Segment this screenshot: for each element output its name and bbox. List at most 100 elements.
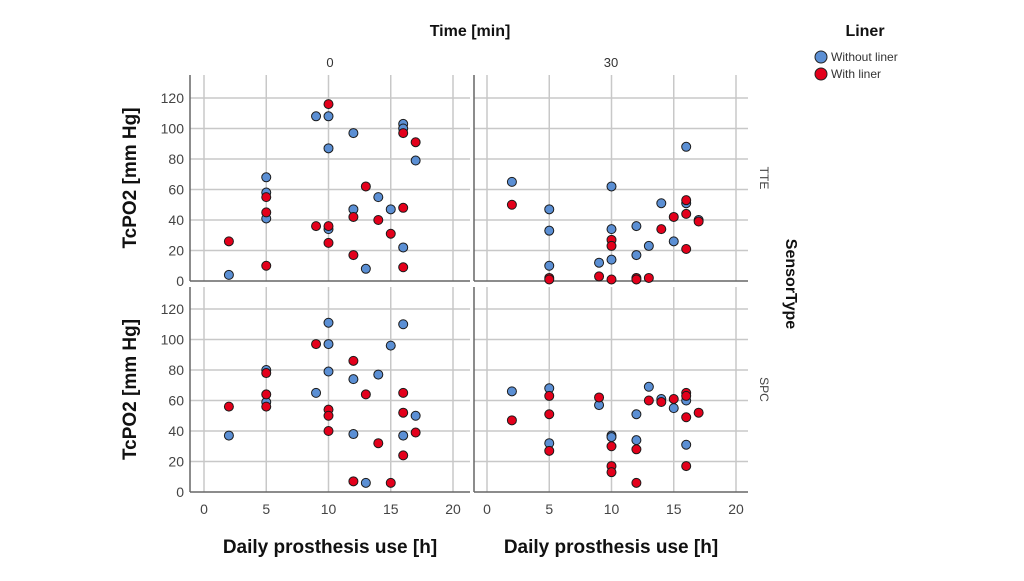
y-tick-label: 60 bbox=[168, 393, 184, 409]
data-point-without-liner bbox=[506, 386, 517, 397]
data-point-without-liner bbox=[261, 172, 272, 183]
x-axis-label: Daily prosthesis use [h] bbox=[223, 537, 437, 558]
data-point-with-liner bbox=[668, 393, 679, 404]
data-point-with-liner bbox=[348, 476, 359, 487]
legend-label: Without liner bbox=[831, 50, 898, 64]
data-point-without-liner bbox=[385, 204, 396, 215]
data-point-with-liner bbox=[261, 192, 272, 203]
x-tick-label: 20 bbox=[445, 501, 461, 517]
data-point-without-liner bbox=[373, 369, 384, 380]
y-axis-label: TcPO2 [mm Hg] bbox=[120, 107, 141, 248]
data-point-with-liner bbox=[656, 397, 667, 408]
data-point-with-liner bbox=[398, 387, 409, 398]
data-point-with-liner bbox=[311, 339, 322, 350]
data-point-without-liner bbox=[348, 128, 359, 139]
y-tick-label: 100 bbox=[161, 121, 185, 137]
x-tick-label: 15 bbox=[666, 501, 682, 517]
x-axis-label: Daily prosthesis use [h] bbox=[504, 537, 718, 558]
data-point-with-liner bbox=[594, 271, 605, 282]
data-point-without-liner bbox=[348, 374, 359, 385]
data-point-without-liner bbox=[323, 339, 334, 350]
y-tick-label: 0 bbox=[176, 484, 184, 500]
data-point-without-liner bbox=[323, 317, 334, 328]
legend: Without liner With liner bbox=[814, 50, 898, 81]
data-point-without-liner bbox=[606, 181, 617, 192]
data-point-without-liner bbox=[606, 224, 617, 235]
data-point-with-liner bbox=[348, 250, 359, 261]
data-point-with-liner bbox=[398, 202, 409, 213]
data-point-with-liner bbox=[223, 236, 234, 247]
data-point-without-liner bbox=[410, 155, 421, 166]
data-point-without-liner bbox=[398, 430, 409, 441]
legend-title: Liner bbox=[845, 23, 884, 40]
data-point-with-liner bbox=[656, 224, 667, 235]
data-point-with-liner bbox=[373, 215, 384, 225]
column-strip-label: 30 bbox=[604, 55, 618, 70]
data-point-without-liner bbox=[631, 250, 642, 261]
data-point-without-liner bbox=[606, 432, 617, 443]
data-point-with-liner bbox=[594, 392, 605, 403]
data-point-with-liner bbox=[681, 243, 692, 254]
panel-tte-0: 0 20 40 60 80 100 120 bbox=[161, 75, 470, 289]
data-point-with-liner bbox=[506, 415, 517, 426]
y-tick-label: 0 bbox=[176, 273, 184, 289]
y-tick-label: 60 bbox=[168, 182, 184, 198]
data-point-with-liner bbox=[606, 274, 617, 285]
data-point-with-liner bbox=[398, 450, 409, 461]
data-point-without-liner bbox=[668, 403, 679, 414]
panel-spc-30: 0 5 10 15 20 Daily prosthesis use [h] bbox=[473, 287, 748, 558]
y-tick-label: 20 bbox=[168, 454, 184, 470]
data-point-without-liner bbox=[506, 176, 517, 187]
row-strip-label: SPC bbox=[757, 377, 771, 402]
data-point-with-liner bbox=[681, 461, 692, 472]
y-axis-label: TcPO2 [mm Hg] bbox=[120, 319, 141, 460]
data-point-without-liner bbox=[631, 435, 642, 446]
data-point-with-liner bbox=[668, 211, 679, 222]
data-point-without-liner bbox=[398, 319, 409, 330]
data-point-without-liner bbox=[323, 111, 334, 122]
data-point-with-liner bbox=[643, 272, 654, 283]
data-point-without-liner bbox=[594, 257, 605, 268]
data-point-with-liner bbox=[385, 477, 396, 488]
data-point-with-liner bbox=[681, 195, 692, 206]
y-tick-label: 100 bbox=[161, 332, 185, 348]
row-title: SensorType bbox=[782, 239, 799, 330]
x-tick-label: 10 bbox=[604, 501, 620, 517]
data-point-with-liner bbox=[693, 216, 704, 227]
data-point-without-liner bbox=[544, 260, 555, 271]
data-point-with-liner bbox=[631, 444, 642, 455]
data-point-with-liner bbox=[506, 199, 517, 210]
data-point-with-liner bbox=[410, 137, 421, 148]
data-point-without-liner bbox=[223, 269, 234, 280]
data-point-with-liner bbox=[544, 390, 555, 401]
y-tick-label: 120 bbox=[161, 90, 185, 106]
data-point-with-liner bbox=[606, 240, 617, 251]
data-point-without-liner bbox=[544, 225, 555, 236]
data-point-with-liner bbox=[681, 412, 692, 423]
data-point-with-liner bbox=[223, 401, 234, 412]
data-point-without-liner bbox=[360, 477, 371, 488]
data-point-with-liner bbox=[643, 395, 654, 406]
row-strip-label: TTE bbox=[757, 167, 771, 190]
x-tick-label: 0 bbox=[200, 501, 208, 517]
legend-marker bbox=[814, 50, 828, 64]
data-point-with-liner bbox=[544, 409, 555, 420]
data-point-with-liner bbox=[311, 221, 322, 232]
data-point-without-liner bbox=[631, 221, 642, 232]
data-point-without-liner bbox=[410, 410, 421, 421]
data-point-without-liner bbox=[311, 387, 322, 398]
data-point-with-liner bbox=[398, 128, 409, 139]
data-point-with-liner bbox=[385, 228, 396, 239]
data-point-without-liner bbox=[681, 439, 692, 450]
data-point-with-liner bbox=[410, 427, 421, 438]
column-title: Time [min] bbox=[430, 23, 511, 40]
column-strip-label: 0 bbox=[326, 55, 333, 70]
data-point-without-liner bbox=[373, 192, 384, 203]
y-tick-label: 20 bbox=[168, 243, 184, 259]
legend-label: With liner bbox=[831, 67, 881, 81]
data-point-with-liner bbox=[631, 477, 642, 488]
data-point-with-liner bbox=[631, 274, 642, 285]
panel-tte-30 bbox=[473, 75, 748, 285]
y-tick-label: 40 bbox=[168, 423, 184, 439]
